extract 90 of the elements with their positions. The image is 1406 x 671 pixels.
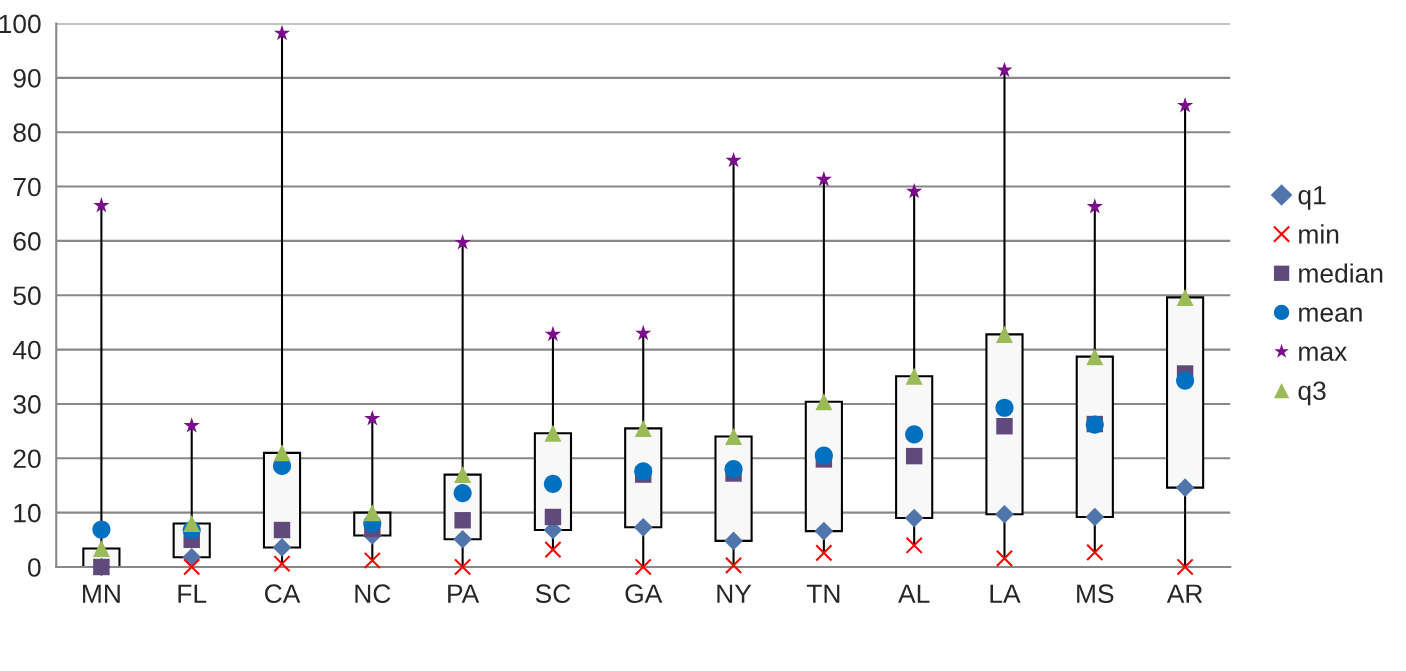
point xyxy=(1176,558,1194,576)
point xyxy=(995,549,1014,567)
x-tick-label: AL xyxy=(898,584,930,603)
legend-label: mean xyxy=(1299,307,1362,322)
point xyxy=(634,558,652,576)
x-tick-label: MN xyxy=(83,584,120,603)
point xyxy=(93,197,110,213)
point xyxy=(904,508,924,528)
point xyxy=(453,484,472,503)
point xyxy=(814,521,834,541)
point xyxy=(364,410,381,426)
point xyxy=(454,512,471,529)
point xyxy=(996,418,1013,435)
y-tick-label: 20 xyxy=(13,449,41,469)
point xyxy=(905,367,923,385)
point xyxy=(634,419,652,437)
point xyxy=(92,520,111,539)
x-tick-label: PA xyxy=(448,584,480,603)
point xyxy=(544,508,562,526)
x-tick-label: NY xyxy=(717,584,752,603)
point xyxy=(724,460,743,479)
point xyxy=(183,558,201,576)
point xyxy=(815,544,833,562)
legend-label: median xyxy=(1299,263,1383,283)
point xyxy=(454,466,472,484)
x-tick-label: CA xyxy=(265,584,301,604)
point xyxy=(544,325,562,342)
point xyxy=(273,444,291,462)
point xyxy=(995,504,1014,524)
y-tick-label: 30 xyxy=(13,395,41,414)
point xyxy=(905,536,923,554)
y-tick-label: 60 xyxy=(13,232,41,251)
point xyxy=(725,428,743,446)
y-tick-label: 10 xyxy=(14,503,41,523)
y-tick-label: 90 xyxy=(13,68,41,88)
point xyxy=(635,324,652,341)
point xyxy=(544,540,562,559)
point xyxy=(363,504,381,522)
point xyxy=(725,151,742,168)
point xyxy=(272,538,292,557)
point xyxy=(273,555,291,573)
point xyxy=(1176,288,1194,306)
x-tick-label: MS xyxy=(1077,584,1114,604)
point xyxy=(1086,543,1104,561)
x-tick-label: TN xyxy=(806,584,840,603)
point xyxy=(1085,507,1105,527)
point xyxy=(905,447,923,465)
y-tick-label: 100 xyxy=(0,14,41,34)
x-tick-label: AR xyxy=(1166,584,1203,603)
point xyxy=(724,556,743,575)
point xyxy=(1086,198,1103,214)
y-tick-label: 40 xyxy=(12,340,41,360)
point xyxy=(1175,478,1195,497)
legend-label: q1 xyxy=(1298,186,1326,210)
y-tick-label: 50 xyxy=(13,286,41,306)
point xyxy=(906,182,923,199)
y-tick-label: 0 xyxy=(28,558,41,577)
x-tick-label: LA xyxy=(990,584,1021,603)
x-tick-label: NC xyxy=(355,584,391,604)
point xyxy=(453,558,472,576)
point xyxy=(996,61,1013,78)
point xyxy=(815,170,832,187)
point xyxy=(363,551,381,570)
point xyxy=(995,325,1013,343)
y-tick-label: 80 xyxy=(13,123,41,143)
y-tick-label: 70 xyxy=(13,177,41,197)
point xyxy=(815,393,833,411)
point xyxy=(453,529,472,549)
point xyxy=(1177,97,1194,113)
legend-label: max xyxy=(1299,346,1347,361)
point xyxy=(724,531,743,551)
legend-label: q3 xyxy=(1298,381,1326,406)
point xyxy=(454,234,471,250)
point xyxy=(183,515,201,533)
point xyxy=(543,474,562,493)
point xyxy=(633,518,653,537)
point xyxy=(1176,371,1195,390)
point xyxy=(905,425,924,444)
point xyxy=(273,24,291,41)
point xyxy=(814,446,833,465)
x-tick-label: SC xyxy=(535,584,571,604)
point xyxy=(544,424,562,442)
point xyxy=(183,417,200,433)
legend-label: min xyxy=(1299,224,1339,244)
point xyxy=(995,398,1014,417)
point xyxy=(634,462,653,481)
x-tick-label: FL xyxy=(178,584,207,603)
point xyxy=(1086,348,1104,366)
x-tick-label: GA xyxy=(625,584,663,604)
point xyxy=(273,521,291,539)
